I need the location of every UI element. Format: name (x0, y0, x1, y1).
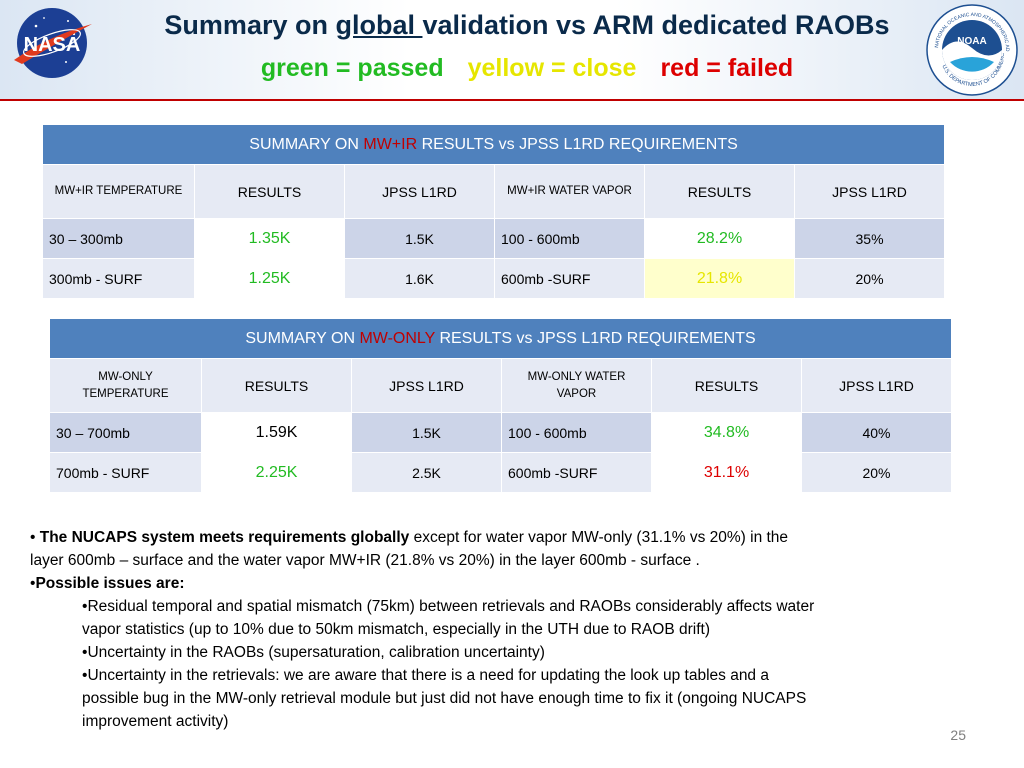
wv-layer-cell: 100 - 600mb (494, 218, 645, 259)
temp-result-cell: 1.35K (194, 218, 345, 259)
header-divider (0, 99, 1024, 101)
temp-result-cell: 2.25K (201, 452, 352, 493)
temp-layer-cell: 700mb - SURF (49, 452, 202, 493)
legend-passed: green = passed (260, 54, 444, 82)
wv-layer-cell: 100 - 600mb (501, 412, 652, 453)
nasa-meatball-logo: NASA (14, 8, 92, 78)
column-header: JPSS L1RD (351, 358, 502, 413)
wv-layer-cell: 600mb -SURF (494, 258, 645, 299)
temp-result-cell: 1.25K (194, 258, 345, 299)
nasa-logo-text: NASA (24, 34, 81, 56)
table-row: 30 – 700mb 1.59K 1.5K 100 - 600mb 34.8% … (49, 412, 952, 453)
wv-layer-cell: 600mb -SURF (501, 452, 652, 493)
temp-requirement-cell: 1.5K (344, 218, 495, 259)
table-banner: SUMMARY ON MW-ONLY RESULTS vs JPSS L1RD … (49, 318, 952, 359)
column-header: RESULTS (201, 358, 352, 413)
noaa-seal-logo: NATIONAL OCEANIC AND ATMOSPHERIC ADMINIS… (926, 4, 1018, 96)
column-header: JPSS L1RD (793, 164, 946, 219)
wv-requirement-cell: 20% (801, 452, 952, 493)
noaa-logo-text: NOAA (957, 36, 986, 47)
table-row: 30 – 300mb 1.35K 1.5K 100 - 600mb 28.2% … (42, 218, 946, 259)
column-header: MW-ONLY WATER VAPOR (501, 358, 652, 413)
banner-accent: MW+IR (363, 135, 418, 153)
column-header: JPSS L1RD (801, 358, 952, 413)
page-number: 25 (950, 727, 966, 743)
wv-requirement-cell: 40% (801, 412, 952, 453)
temp-requirement-cell: 2.5K (351, 452, 502, 493)
wv-requirement-cell: 20% (793, 258, 946, 299)
temp-result-cell: 1.59K (201, 412, 352, 453)
title-underlined-word: global (335, 10, 423, 40)
column-header: RESULTS (644, 164, 795, 219)
column-header: RESULTS (194, 164, 345, 219)
column-header: MW+IR TEMPERATURE (42, 164, 195, 219)
sub-bullet-item: •Uncertainty in the RAOBs (supersaturati… (82, 644, 545, 661)
table-row: 700mb - SURF 2.25K 2.5K 600mb -SURF 31.1… (49, 452, 952, 493)
legend-close: yellow = close (467, 54, 637, 82)
legend-failed: red = failed (660, 54, 794, 82)
table-row: 300mb - SURF 1.25K 1.6K 600mb -SURF 21.8… (42, 258, 946, 299)
wv-requirement-cell: 35% (793, 218, 946, 259)
bullet-item: • The NUCAPS system meets requirements g… (30, 529, 789, 546)
table-banner: SUMMARY ON MW+IR RESULTS vs JPSS L1RD RE… (41, 124, 946, 165)
temp-requirement-cell: 1.5K (351, 412, 502, 453)
sub-bullet-item: •Residual temporal and spatial mismatch … (82, 598, 815, 615)
wv-result-cell: 21.8% (644, 258, 795, 299)
wv-result-cell: 28.2% (644, 218, 795, 259)
bullet-continuation: layer 600mb – surface and the water vapo… (30, 552, 700, 569)
temp-layer-cell: 30 – 300mb (42, 218, 195, 259)
sub-bullet-item: •Uncertainty in the retrievals: we are a… (82, 667, 769, 684)
sub-bullet-continuation: vapor statistics (up to 10% due to 50km … (82, 621, 711, 638)
temp-layer-cell: 300mb - SURF (42, 258, 195, 299)
sub-bullet-continuation: possible bug in the MW-only retrieval mo… (82, 690, 807, 707)
slide-title: Summary on global validation vs ARM dedi… (164, 10, 890, 40)
slide-header (0, 0, 1024, 100)
banner-accent: MW-ONLY (359, 329, 435, 347)
column-header: MW-ONLY TEMPERATURE (49, 358, 202, 413)
column-header: RESULTS (651, 358, 802, 413)
mwonly-summary-table: SUMMARY ON MW-ONLY RESULTS vs JPSS L1RD … (49, 318, 952, 493)
color-legend: green = passed yellow = close red = failed (0, 54, 1024, 83)
wv-result-cell: 31.1% (651, 452, 802, 493)
temp-requirement-cell: 1.6K (344, 258, 495, 299)
column-header: MW+IR WATER VAPOR (494, 164, 645, 219)
mwir-summary-table: SUMMARY ON MW+IR RESULTS vs JPSS L1RD RE… (41, 124, 946, 299)
sub-bullet-continuation: improvement activity) (82, 713, 229, 730)
temp-layer-cell: 30 – 700mb (49, 412, 202, 453)
column-header: JPSS L1RD (344, 164, 495, 219)
findings-text: • The NUCAPS system meets requirements g… (30, 526, 960, 733)
bullet-item: •Possible issues are: (30, 575, 185, 592)
wv-result-cell: 34.8% (651, 412, 802, 453)
